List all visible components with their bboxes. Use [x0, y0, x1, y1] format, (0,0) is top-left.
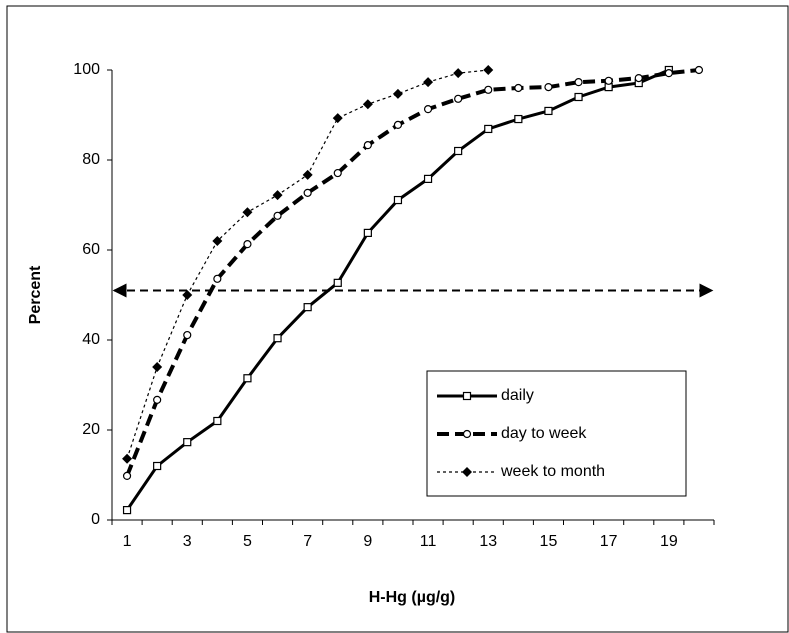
marker: [423, 174, 433, 183]
legend-label: day to week: [501, 425, 587, 442]
marker: [332, 113, 343, 124]
marker: [574, 78, 583, 87]
marker: [273, 334, 282, 343]
x-tick-label: 3: [183, 533, 192, 550]
marker: [462, 391, 472, 401]
marker: [363, 228, 372, 237]
marker: [153, 395, 162, 404]
y-tick-label: 100: [73, 61, 100, 78]
marker: [243, 374, 252, 383]
marker: [153, 461, 162, 471]
marker: [454, 94, 463, 103]
x-tick-label: 19: [660, 533, 678, 550]
marker: [362, 99, 373, 110]
marker: [462, 467, 472, 477]
y-tick-label: 80: [82, 151, 100, 168]
marker: [634, 73, 643, 83]
x-tick-label: 1: [123, 533, 132, 550]
x-tick-label: 9: [363, 533, 372, 550]
marker: [152, 362, 163, 372]
y-tick-label: 40: [82, 331, 100, 348]
marker: [302, 169, 313, 180]
marker: [574, 92, 583, 102]
marker: [604, 76, 613, 85]
marker: [484, 124, 493, 134]
marker: [514, 114, 523, 124]
marker: [183, 438, 192, 447]
y-tick-label: 60: [82, 241, 100, 258]
marker: [212, 236, 223, 246]
marker: [303, 188, 312, 197]
x-tick-label: 15: [540, 533, 558, 550]
marker: [544, 106, 553, 116]
marker: [182, 290, 193, 300]
marker: [664, 69, 673, 78]
marker: [213, 274, 222, 283]
marker: [333, 278, 342, 287]
y-tick-label: 0: [91, 511, 100, 528]
marker: [423, 105, 433, 114]
marker: [272, 190, 283, 201]
series-line: [125, 68, 700, 477]
x-tick-label: 13: [479, 533, 497, 550]
marker: [423, 77, 434, 88]
x-axis-label: H-Hg (µg/g): [369, 589, 456, 606]
x-tick-label: 5: [243, 533, 252, 550]
marker: [303, 303, 312, 312]
frame: [6, 5, 789, 633]
marker: [483, 65, 494, 75]
y-axis-label: Percent: [27, 265, 44, 324]
marker: [363, 141, 372, 150]
marker: [514, 83, 523, 93]
y-tick-label: 20: [82, 421, 100, 438]
marker: [243, 240, 252, 249]
marker: [454, 146, 463, 156]
marker: [333, 168, 342, 178]
legend-label: daily: [501, 387, 534, 404]
marker: [392, 88, 403, 99]
marker: [122, 506, 132, 515]
marker: [393, 195, 403, 205]
marker: [122, 453, 133, 464]
legend-label: week to month: [500, 463, 605, 480]
marker: [273, 211, 282, 220]
marker: [183, 330, 192, 340]
marker: [393, 120, 403, 130]
marker: [213, 416, 222, 426]
marker: [122, 471, 132, 480]
marker: [544, 82, 553, 92]
marker: [484, 85, 493, 94]
x-tick-label: 7: [303, 533, 312, 550]
marker: [462, 429, 472, 439]
x-tick-label: 17: [600, 533, 618, 550]
marker: [242, 207, 253, 218]
marker: [453, 68, 464, 79]
marker: [694, 65, 704, 75]
x-tick-label: 11: [420, 533, 437, 550]
